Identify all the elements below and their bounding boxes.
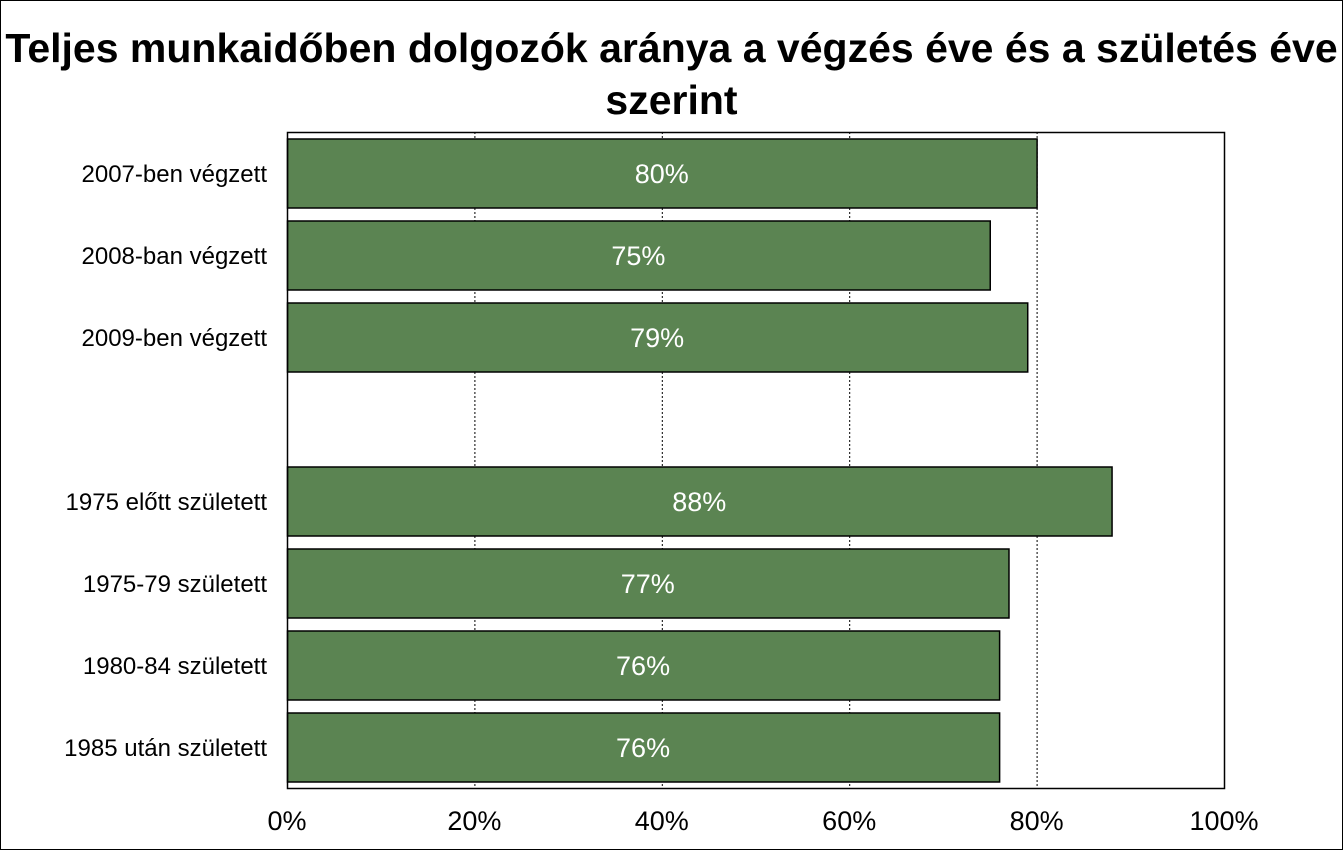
chart-title: Teljes munkaidőben dolgozók aránya a vég… xyxy=(5,25,1338,123)
x-tick-label-80: 80% xyxy=(1010,806,1064,836)
data-label-1: 75% xyxy=(611,241,665,271)
x-tick-label-0: 0% xyxy=(267,806,306,836)
category-label-5: 1975-79 született xyxy=(83,571,267,598)
data-label-7: 76% xyxy=(616,733,670,763)
x-tick-label-60: 60% xyxy=(822,806,876,836)
category-label-2: 2009-ben végzett xyxy=(82,325,268,352)
data-label-2: 79% xyxy=(630,323,684,353)
category-label-7: 1985 után született xyxy=(64,735,267,762)
data-label-5: 77% xyxy=(621,569,675,599)
x-tick-label-20: 20% xyxy=(447,806,501,836)
bar-7 xyxy=(286,712,1001,783)
bar-4 xyxy=(286,466,1113,537)
x-tick-label-40: 40% xyxy=(635,806,689,836)
plot-border xyxy=(286,131,1226,790)
bar-1 xyxy=(286,220,991,291)
data-label-4: 88% xyxy=(672,487,726,517)
data-label-0: 80% xyxy=(635,159,689,189)
bar-0 xyxy=(286,138,1038,209)
category-label-4: 1975 előtt született xyxy=(66,489,268,516)
bar-2 xyxy=(286,302,1029,373)
category-label-1: 2008-ban végzett xyxy=(82,243,268,270)
data-label-6: 76% xyxy=(616,651,670,681)
x-tick-label-100: 100% xyxy=(1189,806,1258,836)
category-label-0: 2007-ben végzett xyxy=(82,161,268,188)
category-label-6: 1980-84 született xyxy=(83,653,267,680)
